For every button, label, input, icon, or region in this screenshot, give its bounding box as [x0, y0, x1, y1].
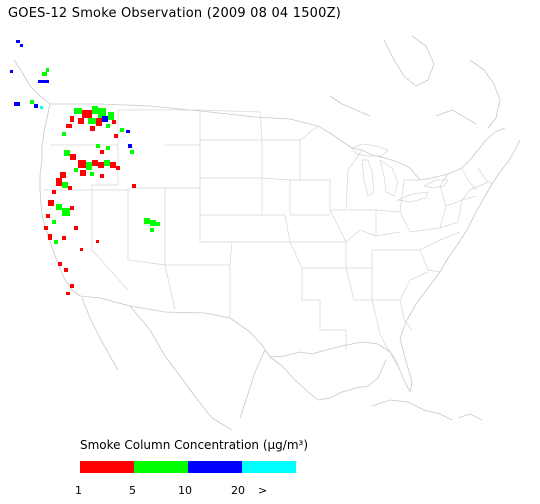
legend-tick-20: 20	[231, 484, 245, 497]
legend-swatch-20	[242, 461, 296, 473]
legend-color-bar	[80, 461, 296, 473]
country-outline	[13, 35, 521, 431]
legend-tick-10: 10	[178, 484, 192, 497]
legend-tick-1: 1	[75, 484, 82, 497]
legend-tick-overflow: >	[258, 484, 268, 497]
smoke-observations	[10, 40, 160, 295]
legend-swatch-1	[80, 461, 134, 473]
legend-swatch-10	[188, 461, 242, 473]
state-boundaries	[43, 109, 493, 381]
map-title: GOES-12 Smoke Observation (2009 08 04 15…	[8, 6, 341, 21]
legend-swatch-5	[134, 461, 188, 473]
legend-tick-5: 5	[129, 484, 136, 497]
legend-title: Smoke Column Concentration (μg/m³)	[80, 438, 308, 452]
